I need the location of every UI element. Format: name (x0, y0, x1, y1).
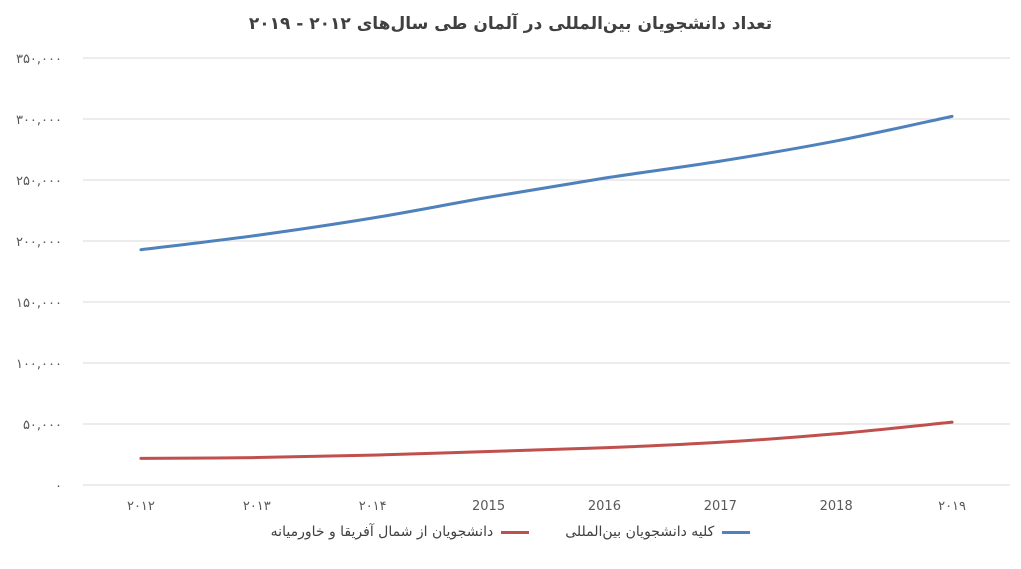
data-point (372, 454, 374, 456)
data-point (835, 433, 837, 435)
x-tick-label: 2016 (588, 499, 621, 514)
data-point (603, 177, 605, 179)
x-tick-label: ۲۰۱۴ (359, 499, 387, 514)
data-point (719, 441, 721, 443)
data-point (951, 115, 953, 117)
y-tick-label: ۲۰۰,۰۰۰ (16, 235, 62, 250)
x-tick-label: 2017 (704, 499, 737, 514)
legend-item-mena: کلیه دانشجویان بین‌المللی (565, 524, 751, 540)
y-tick-label: ۵۰,۰۰۰ (23, 418, 62, 433)
x-tick-label: 2015 (472, 499, 505, 514)
chart-title: تعداد دانشجویان بین‌المللی در آلمان طی س… (248, 14, 773, 34)
data-point (256, 234, 258, 236)
y-tick-label: ۲۵۰,۰۰۰ (16, 174, 62, 189)
y-tick-label: ۱۵۰,۰۰۰ (16, 296, 62, 311)
data-point (603, 447, 605, 449)
x-tick-label: 2018 (820, 499, 853, 514)
legend-swatch (722, 530, 751, 534)
series-line-1 (139, 114, 954, 252)
data-point (256, 457, 258, 459)
legend-item-all: دانشجویان از شمال آفریقا و خاورمیانه (271, 524, 530, 540)
data-point (488, 450, 490, 452)
gridlines (83, 57, 1010, 486)
legend-swatch (501, 530, 530, 534)
y-tick-label: ۳۵۰,۰۰۰ (16, 52, 62, 67)
legend-label: کلیه دانشجویان بین‌المللی (565, 524, 715, 540)
data-point (488, 196, 490, 198)
legend: دانشجویان از شمال آفریقا و خاورمیانه کلی… (0, 524, 1021, 540)
y-tick-label: ۰ (55, 479, 62, 494)
data-point (835, 140, 837, 142)
x-tick-label: ۲۰۱۹ (938, 499, 966, 514)
data-point (140, 457, 142, 459)
x-axis: ۲۰۱۲ ۲۰۱۳ ۲۰۱۴ 2015 2016 2017 2018 ۲۰۱۹ (127, 499, 966, 514)
y-axis: ۰ ۵۰,۰۰۰ ۱۰۰,۰۰۰ ۱۵۰,۰۰۰ ۲۰۰,۰۰۰ ۲۵۰,۰۰۰ ۳۰۰,۰… (16, 52, 62, 494)
data-point (951, 421, 953, 423)
x-tick-label: ۲۰۱۳ (243, 499, 271, 514)
data-point (719, 160, 721, 162)
x-tick-label: ۲۰۱۲ (127, 499, 155, 514)
y-tick-label: ۱۰۰,۰۰۰ (16, 357, 62, 372)
data-point (372, 217, 374, 219)
series-line-2 (139, 420, 954, 460)
series-lines (139, 114, 954, 460)
legend-label: دانشجویان از شمال آفریقا و خاورمیانه (270, 524, 494, 540)
data-point (140, 249, 142, 251)
y-tick-label: ۳۰۰,۰۰۰ (16, 113, 62, 128)
